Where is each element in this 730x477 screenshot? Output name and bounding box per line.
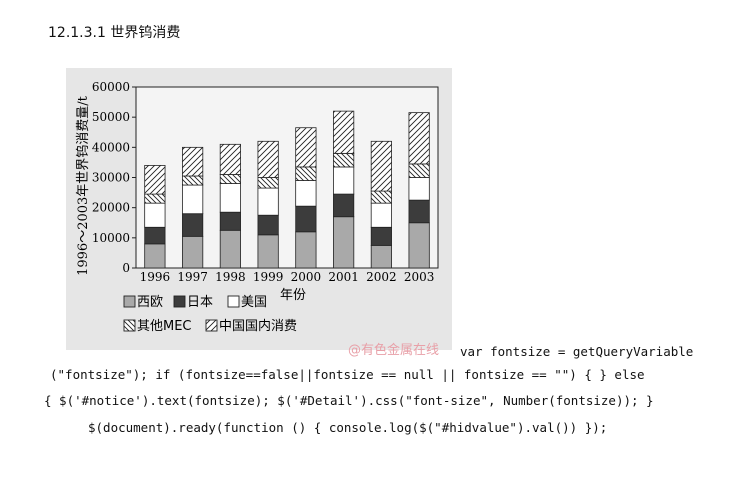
bar-segment <box>144 226 166 245</box>
bar-segment <box>219 183 241 213</box>
bar-segment <box>257 214 279 236</box>
bar-segment <box>219 174 241 184</box>
bar-segment <box>219 229 241 269</box>
bar-segment <box>257 177 279 189</box>
bar-segment <box>182 235 204 269</box>
y-tick-label: 0 <box>122 261 130 275</box>
bar-segment <box>370 190 392 204</box>
bar-segment <box>182 184 204 215</box>
legend-swatch <box>205 319 218 332</box>
bar-segment <box>182 213 204 237</box>
x-tick-label: 2003 <box>404 270 435 284</box>
legend-swatch <box>123 319 136 332</box>
bar-segment <box>144 165 166 195</box>
bar-segment <box>182 175 204 186</box>
x-axis-label: 年份 <box>280 288 306 303</box>
x-tick-label: 1998 <box>215 270 246 284</box>
bar-segment <box>144 243 166 269</box>
y-tick-label: 10000 <box>92 231 130 245</box>
y-axis: 0 10000 20000 30000 40000 50000 60000 <box>92 80 136 275</box>
y-tick-label: 50000 <box>92 110 130 124</box>
bar-segment <box>370 140 392 192</box>
legend-label: 其他MEC <box>137 319 192 334</box>
bar-segment <box>257 234 279 269</box>
bar-segment <box>408 222 430 269</box>
chart-figure: 0 10000 20000 30000 40000 50000 60000 1996 1997… <box>66 68 452 350</box>
x-tick-label: 2002 <box>366 270 397 284</box>
legend-label: 西欧 <box>137 295 163 310</box>
legend-label: 美国 <box>241 295 267 310</box>
x-tick-label: 2001 <box>328 270 359 284</box>
bar-segment <box>370 244 392 269</box>
legend-label: 日本 <box>187 295 213 310</box>
bar-segment <box>182 146 204 177</box>
bar-segment <box>333 216 355 269</box>
bar-segment <box>257 187 279 216</box>
bar-segment <box>333 193 355 218</box>
y-tick-label: 20000 <box>92 201 130 215</box>
legend-swatch <box>227 295 240 308</box>
watermark: @有色金属在线 <box>348 343 440 358</box>
bar-segment <box>295 166 317 181</box>
x-tick-label: 1997 <box>177 270 208 284</box>
bar-segment <box>144 202 166 228</box>
code-line-2: ("fontsize"); if (fontsize==false||fonts… <box>50 367 645 382</box>
code-line-1: var fontsize = getQueryVariable <box>460 344 694 359</box>
y-tick-label: 40000 <box>92 140 130 154</box>
stacked-bar-chart: 0 10000 20000 30000 40000 50000 60000 1996 1997… <box>75 80 439 334</box>
bar-segment <box>408 112 430 165</box>
bar-segment <box>295 231 317 269</box>
bar-segment <box>333 110 355 154</box>
bar-segment <box>295 127 317 168</box>
bar-segment <box>257 140 279 178</box>
legend-swatch <box>123 295 136 308</box>
bar-segment <box>333 166 355 195</box>
bar-segment <box>295 205 317 233</box>
bar-segment <box>370 202 392 228</box>
bar-segment <box>219 143 241 175</box>
y-axis-label: 1996～2003年世界钨消费量/t <box>75 95 91 276</box>
legend-label: 中国国内消费 <box>219 318 297 334</box>
code-line-3: { $('#notice').text(fontsize); $('#Detai… <box>44 393 654 408</box>
plot-frame <box>135 86 439 269</box>
code-line-4: $(document).ready(function () { console.… <box>88 420 608 435</box>
x-tick-label: 1996 <box>140 270 171 284</box>
y-tick-label: 60000 <box>92 80 130 94</box>
x-axis: 1996 1997 1998 1999 2000 2001 2002 2003 <box>140 270 435 284</box>
y-tick-label: 30000 <box>92 171 130 185</box>
legend-swatch <box>173 295 186 308</box>
bar-segment <box>408 163 430 178</box>
bar-segment <box>144 193 166 204</box>
bar-segment <box>295 180 317 207</box>
x-tick-label: 1999 <box>253 270 284 284</box>
bar-segment <box>219 211 241 231</box>
plot-area <box>135 86 439 269</box>
bar-segment <box>333 152 355 168</box>
bar-segment <box>408 199 430 224</box>
x-tick-label: 2000 <box>291 270 322 284</box>
bar-segment <box>370 226 392 246</box>
section-heading: 12.1.3.1 世界钨消费 <box>48 25 181 41</box>
bar-segment <box>408 177 430 201</box>
